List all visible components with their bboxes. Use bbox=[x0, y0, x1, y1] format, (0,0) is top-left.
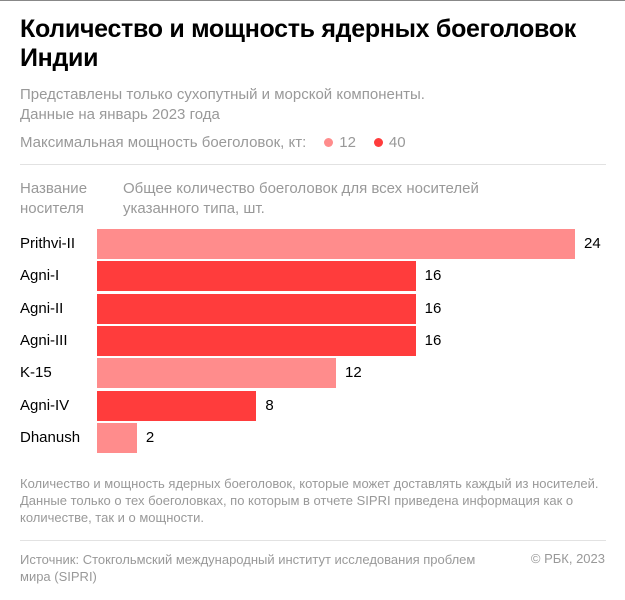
bar bbox=[97, 390, 257, 421]
bar-row: Agni-IV 8 bbox=[0, 390, 625, 421]
chart-subtitle: Представлены только сухопутный и морской… bbox=[20, 85, 610, 125]
column-header-value: Общее количество боеголовок для всех нос… bbox=[123, 179, 479, 219]
legend-dot-icon bbox=[373, 138, 383, 147]
header-line: Общее количество боеголовок для всех нос… bbox=[123, 180, 479, 197]
bar-row: Prithvi-II 24 bbox=[0, 229, 625, 259]
value-label: 16 bbox=[424, 299, 442, 317]
bar-row: Dhanush 2 bbox=[0, 422, 625, 453]
category-label: Dhanush bbox=[20, 428, 81, 446]
category-label: K-15 bbox=[20, 364, 52, 382]
bar-row: Agni-III 16 bbox=[0, 325, 625, 356]
bar bbox=[97, 422, 137, 453]
value-label: 8 bbox=[265, 396, 274, 414]
bar bbox=[97, 229, 575, 259]
bar bbox=[97, 325, 416, 356]
subtitle-line: Данные на январь 2023 года bbox=[20, 106, 220, 123]
footnote: Количество и мощность ядерных боеголовок… bbox=[20, 476, 599, 525]
bar-chart: Prithvi-II 24 Agni-I 16 Agni-II 16 Agni-III 16 K… bbox=[0, 229, 625, 459]
value-label: 12 bbox=[345, 364, 362, 382]
legend-item-12: 12 bbox=[324, 134, 356, 151]
category-label: Prithvi-II bbox=[20, 235, 76, 252]
divider bbox=[20, 540, 606, 541]
chart-title: Количество и мощность ядерных боеголовок… bbox=[20, 15, 576, 72]
header-line: указанного типа, шт. bbox=[123, 200, 265, 217]
bar-row: Agni-II 16 bbox=[0, 293, 625, 324]
divider bbox=[20, 164, 606, 165]
subtitle-line: Представлены только сухопутный и морской… bbox=[20, 86, 425, 103]
category-label: Agni-I bbox=[20, 267, 60, 285]
column-header-name: Название носителя bbox=[20, 179, 87, 219]
header-line: носителя bbox=[20, 200, 84, 217]
value-label: 16 bbox=[424, 267, 442, 285]
source: Источник: Стокгольмский международный ин… bbox=[20, 552, 476, 584]
legend-dot-icon bbox=[324, 138, 334, 147]
legend-label: 40 bbox=[388, 134, 406, 151]
category-label: Agni-IV bbox=[20, 396, 70, 414]
header-line: Название bbox=[20, 180, 88, 197]
value-label: 16 bbox=[424, 331, 442, 349]
category-label: Agni-III bbox=[20, 331, 68, 349]
bar-row: Agni-I 16 bbox=[0, 261, 625, 292]
value-label: 24 bbox=[584, 235, 601, 252]
category-label: Agni-II bbox=[20, 299, 64, 317]
legend-item-40: 40 bbox=[373, 134, 406, 151]
legend-label: 12 bbox=[339, 134, 356, 151]
legend-title: Максимальная мощность боеголовок, кт: bbox=[20, 134, 307, 151]
copyright: © РБК, 2023 bbox=[530, 551, 605, 566]
bar bbox=[97, 261, 416, 292]
bar-row: K-15 12 bbox=[0, 358, 625, 389]
value-label: 2 bbox=[145, 428, 155, 446]
legend: Максимальная мощность боеголовок, кт: 12… bbox=[20, 134, 406, 151]
bar bbox=[97, 358, 336, 389]
bar bbox=[97, 293, 416, 324]
